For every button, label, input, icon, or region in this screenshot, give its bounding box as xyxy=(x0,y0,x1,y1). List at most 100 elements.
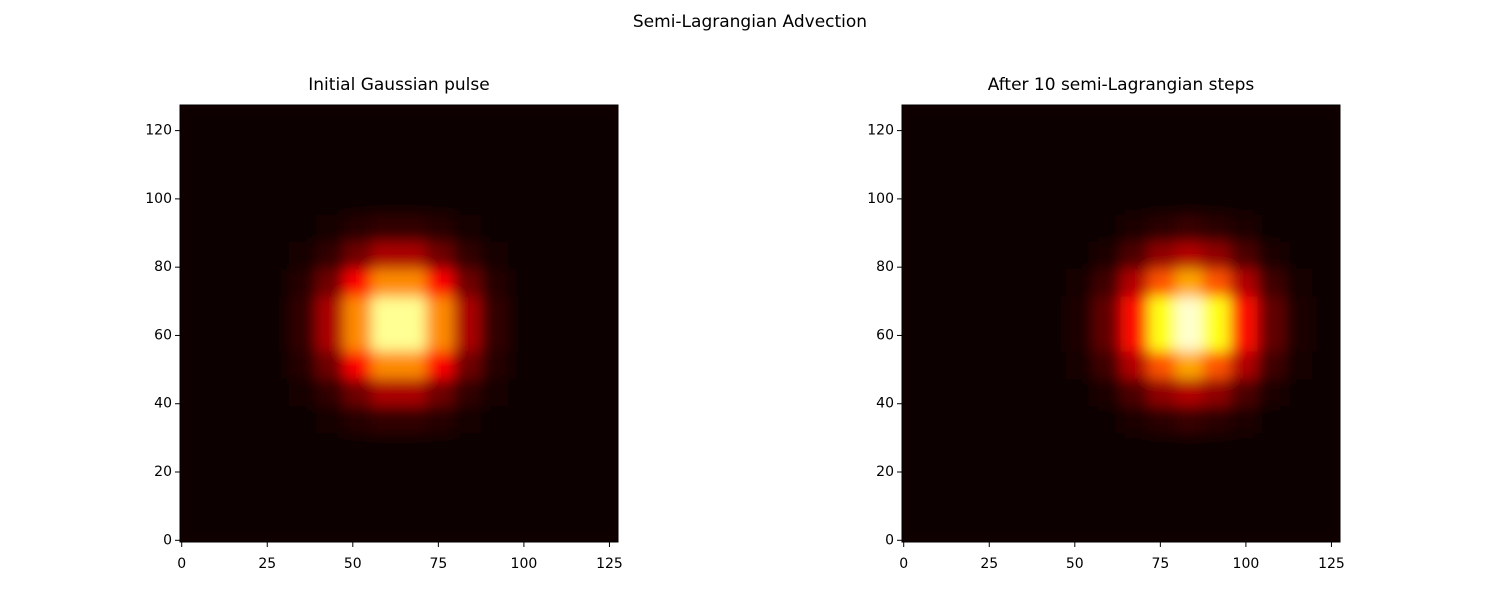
heatmap-cell xyxy=(425,131,455,161)
heatmap-cell xyxy=(1312,514,1340,542)
heatmap-cell xyxy=(535,295,564,324)
x-tick-label: 50 xyxy=(344,556,362,572)
heatmap-cell xyxy=(371,186,400,215)
heatmap-cell xyxy=(1065,295,1095,324)
heatmap-cell xyxy=(956,486,985,516)
heatmap-cell xyxy=(1120,350,1149,379)
heatmap-cell xyxy=(453,131,482,161)
heatmap-cell xyxy=(1284,105,1314,133)
heatmap-cell xyxy=(1120,486,1149,516)
heatmap-cell xyxy=(1202,459,1231,488)
y-tick-label: 40 xyxy=(154,396,172,412)
heatmap-cell xyxy=(1120,213,1149,243)
heatmap-cell xyxy=(180,241,208,270)
heatmap-image xyxy=(180,105,618,542)
heatmap-cell xyxy=(1011,159,1040,188)
heatmap-cell xyxy=(928,486,958,516)
heatmap-cell xyxy=(1230,186,1259,215)
heatmap-cell xyxy=(453,350,482,379)
heatmap-cell xyxy=(983,186,1012,215)
heatmap-cell xyxy=(1284,159,1314,188)
heatmap-cell xyxy=(928,213,958,243)
heatmap-cell xyxy=(1202,241,1231,270)
heatmap-cell xyxy=(956,377,985,406)
heatmap-cell xyxy=(371,486,400,516)
heatmap-cell xyxy=(1038,459,1067,488)
heatmap-cell xyxy=(1284,350,1314,379)
heatmap-cell xyxy=(928,268,958,297)
heatmap-cell xyxy=(1257,486,1286,516)
heatmap-cell xyxy=(180,295,208,324)
x-tick-label: 125 xyxy=(1318,556,1345,572)
heatmap-cell xyxy=(1093,213,1122,243)
heatmap-cell xyxy=(1147,323,1177,352)
heatmap-cell xyxy=(902,105,930,133)
heatmap-cell xyxy=(902,295,930,324)
heatmap-cell xyxy=(480,459,509,488)
heatmap-cell xyxy=(1093,105,1122,133)
heatmap-cell xyxy=(1175,268,1204,297)
heatmap-cell xyxy=(1120,323,1149,352)
heatmap-cell xyxy=(590,486,618,516)
heatmap-cell xyxy=(316,486,345,516)
heatmap-cell xyxy=(1230,295,1259,324)
heatmap-cell xyxy=(289,159,318,188)
heatmap-cell xyxy=(398,241,427,270)
heatmap-cell xyxy=(535,514,564,542)
heatmap-cell xyxy=(590,105,618,133)
heatmap-cell xyxy=(289,486,318,516)
heatmap-cell xyxy=(1175,105,1204,133)
heatmap-cell xyxy=(480,377,509,406)
heatmap-cell xyxy=(343,486,373,516)
y-tick-label: 80 xyxy=(876,259,894,275)
heatmap-cell xyxy=(343,241,373,270)
heatmap-cell xyxy=(1202,295,1231,324)
heatmap-cell xyxy=(562,486,592,516)
heatmap-cell xyxy=(1120,377,1149,406)
heatmap-cell xyxy=(261,432,290,461)
heatmap-cell xyxy=(1038,105,1067,133)
heatmap-cell xyxy=(1038,213,1067,243)
heatmap-cell xyxy=(1038,295,1067,324)
heatmap-cell xyxy=(206,377,236,406)
y-tick-label: 100 xyxy=(145,191,172,207)
heatmap-cell xyxy=(206,404,236,434)
heatmap-cell xyxy=(1284,404,1314,434)
heatmap-cell xyxy=(234,131,263,161)
heatmap-cell xyxy=(398,404,427,434)
heatmap-cell xyxy=(1284,186,1314,215)
heatmap-cell xyxy=(398,377,427,406)
heatmap-cell xyxy=(234,213,263,243)
heatmap-cell xyxy=(983,213,1012,243)
heatmap-cell xyxy=(508,486,537,516)
heatmap-cell xyxy=(371,241,400,270)
heatmap-cell xyxy=(1038,514,1067,542)
heatmap-cell xyxy=(425,404,455,434)
heatmap-cell xyxy=(1038,241,1067,270)
heatmap-cell xyxy=(398,432,427,461)
heatmap-cell xyxy=(480,241,509,270)
heatmap-cell xyxy=(180,186,208,215)
heatmap-cell xyxy=(535,186,564,215)
heatmap-cell xyxy=(1065,404,1095,434)
heatmap-cell xyxy=(1147,159,1177,188)
heatmap-cell xyxy=(371,459,400,488)
heatmap-cell xyxy=(371,213,400,243)
heatmap-cell xyxy=(1120,105,1149,133)
heatmap-cell xyxy=(902,159,930,188)
heatmap-cell xyxy=(928,432,958,461)
heatmap-cell xyxy=(1011,213,1040,243)
heatmap-cell xyxy=(180,105,208,133)
heatmap-cell xyxy=(1065,213,1095,243)
heatmap-cell xyxy=(902,459,930,488)
heatmap-cell xyxy=(902,432,930,461)
heatmap-cell xyxy=(902,514,930,542)
heatmap-cell xyxy=(902,213,930,243)
heatmap-cell xyxy=(261,131,290,161)
heatmap-cell xyxy=(1202,105,1231,133)
heatmap-cell xyxy=(928,186,958,215)
heatmap-cell xyxy=(1202,323,1231,352)
heatmap-cell xyxy=(180,268,208,297)
heatmap-cell xyxy=(1065,377,1095,406)
heatmap-cell xyxy=(902,186,930,215)
